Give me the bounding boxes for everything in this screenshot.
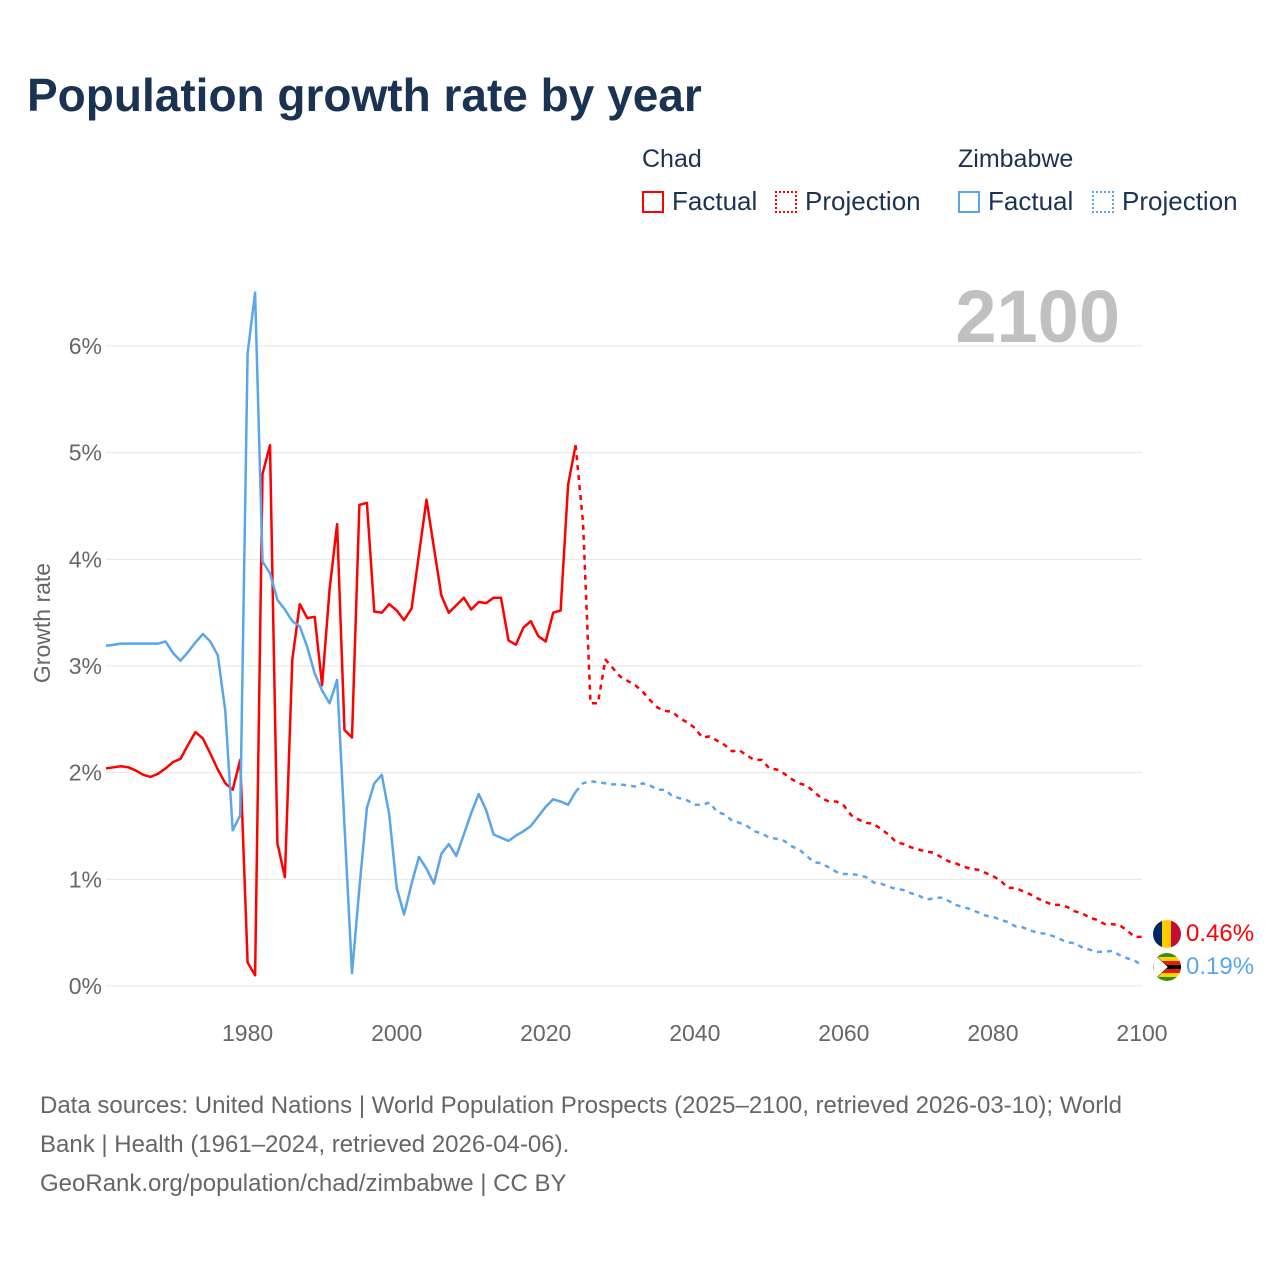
legend-chad-heading: Chad xyxy=(642,145,702,173)
chad-end-value: 0.46% xyxy=(1186,920,1254,947)
chad-projection-line xyxy=(574,445,1142,939)
y-tick-label: 2% xyxy=(69,760,102,786)
y-tick-label: 4% xyxy=(69,546,102,572)
data-sources-line2: Bank | Health (1961–2024, retrieved 2026… xyxy=(40,1131,570,1158)
dotted-swatch-icon xyxy=(775,190,797,213)
x-tick-label: 2000 xyxy=(371,1020,422,1046)
legend-label: Factual xyxy=(988,186,1074,216)
y-tick-label: 0% xyxy=(69,973,102,999)
legend-label: Projection xyxy=(1122,186,1238,216)
x-tick-label: 2060 xyxy=(818,1020,869,1046)
data-sources-line1: Data sources: United Nations | World Pop… xyxy=(40,1092,1122,1119)
x-tick-label: 2100 xyxy=(1116,1020,1167,1046)
dotted-swatch-icon xyxy=(1092,190,1114,213)
solid-swatch-icon xyxy=(958,190,980,213)
line-chart: 0% 1% 2% 3% 4% 5% 6% 1980 2000 2020 2040 2060 2080 21… xyxy=(29,275,1254,1046)
x-tick-label: 2080 xyxy=(967,1020,1018,1046)
legend-label: Factual xyxy=(672,186,758,216)
legend-label: Projection xyxy=(805,186,921,216)
y-axis-label: Growth rate xyxy=(29,563,55,683)
zimbabwe-projection-line xyxy=(574,779,1143,967)
solid-swatch-icon xyxy=(642,190,664,213)
legend-chad-factual[interactable]: Factual xyxy=(642,186,757,217)
chad-factual-line xyxy=(105,443,577,977)
x-tick-label: 1980 xyxy=(222,1020,273,1046)
legend-chad-projection[interactable]: Projection xyxy=(775,186,921,217)
chart-title: Population growth rate by year xyxy=(27,69,702,121)
attribution-link[interactable]: GeoRank.org/population/chad/zimbabwe | C… xyxy=(40,1170,567,1197)
y-tick-label: 1% xyxy=(69,866,102,892)
x-tick-label: 2040 xyxy=(669,1020,720,1046)
zimbabwe-end-value: 0.19% xyxy=(1186,953,1254,980)
y-tick-label: 5% xyxy=(69,440,102,466)
legend-zimbabwe-projection[interactable]: Projection xyxy=(1092,186,1238,217)
x-tick-label: 2020 xyxy=(520,1020,571,1046)
zimbabwe-factual-line xyxy=(105,291,577,975)
y-tick-label: 3% xyxy=(69,653,102,679)
current-year-display: 2100 xyxy=(955,275,1120,358)
legend-zimbabwe-factual[interactable]: Factual xyxy=(958,186,1073,217)
legend-zimbabwe-heading: Zimbabwe xyxy=(958,145,1074,173)
y-tick-label: 6% xyxy=(69,333,102,359)
zimbabwe-flag-icon xyxy=(1153,953,1181,981)
chad-flag-icon xyxy=(1153,920,1181,948)
